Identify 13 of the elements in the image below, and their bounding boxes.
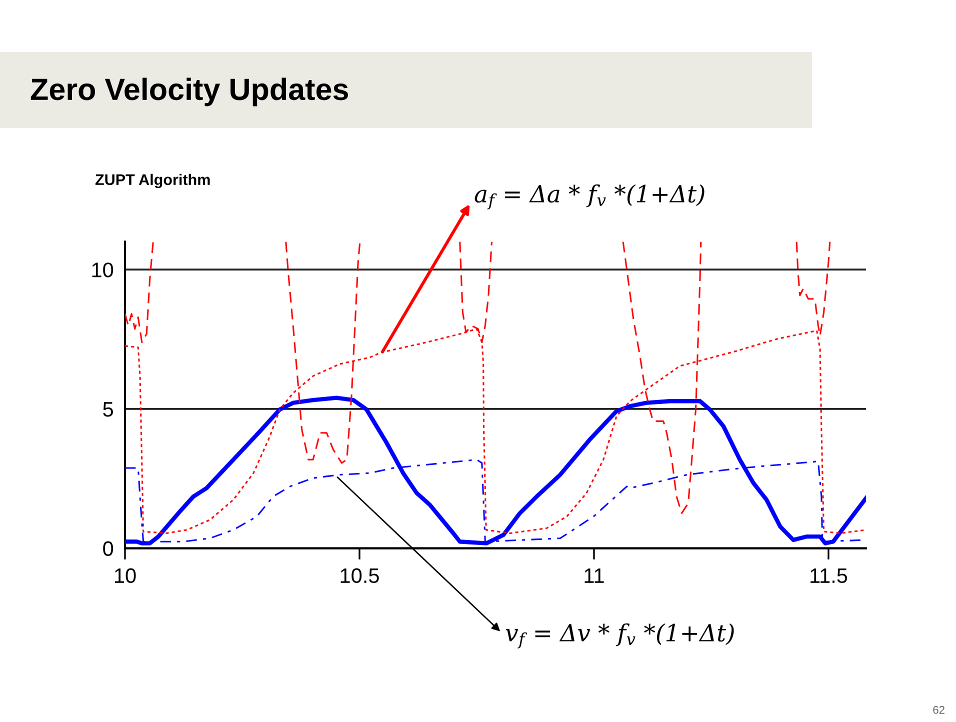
x-tick-label: 11.5 [810,568,848,584]
y-tick-label: 10 [92,262,114,278]
chart-subtitle: ZUPT Algorithm [95,174,210,188]
x-tick-label: 11 [584,568,604,583]
chart-title: Zero Velocity Updates [30,78,348,106]
text: 62 [933,706,944,714]
x-tick-label: 10 [115,568,136,584]
y-tick-label: 5 [103,402,114,417]
line-series [125,396,866,546]
y-tick-label: 0 [103,541,114,556]
x-tick-label: 10.5 [340,568,379,584]
annotation: a$_{f}$ = Δa * f$_{v}$ *(1+Δt) [474,184,704,210]
annotation: v$_{f}$ = Δv * f$_{v}$ *(1+Δt) [506,623,734,648]
